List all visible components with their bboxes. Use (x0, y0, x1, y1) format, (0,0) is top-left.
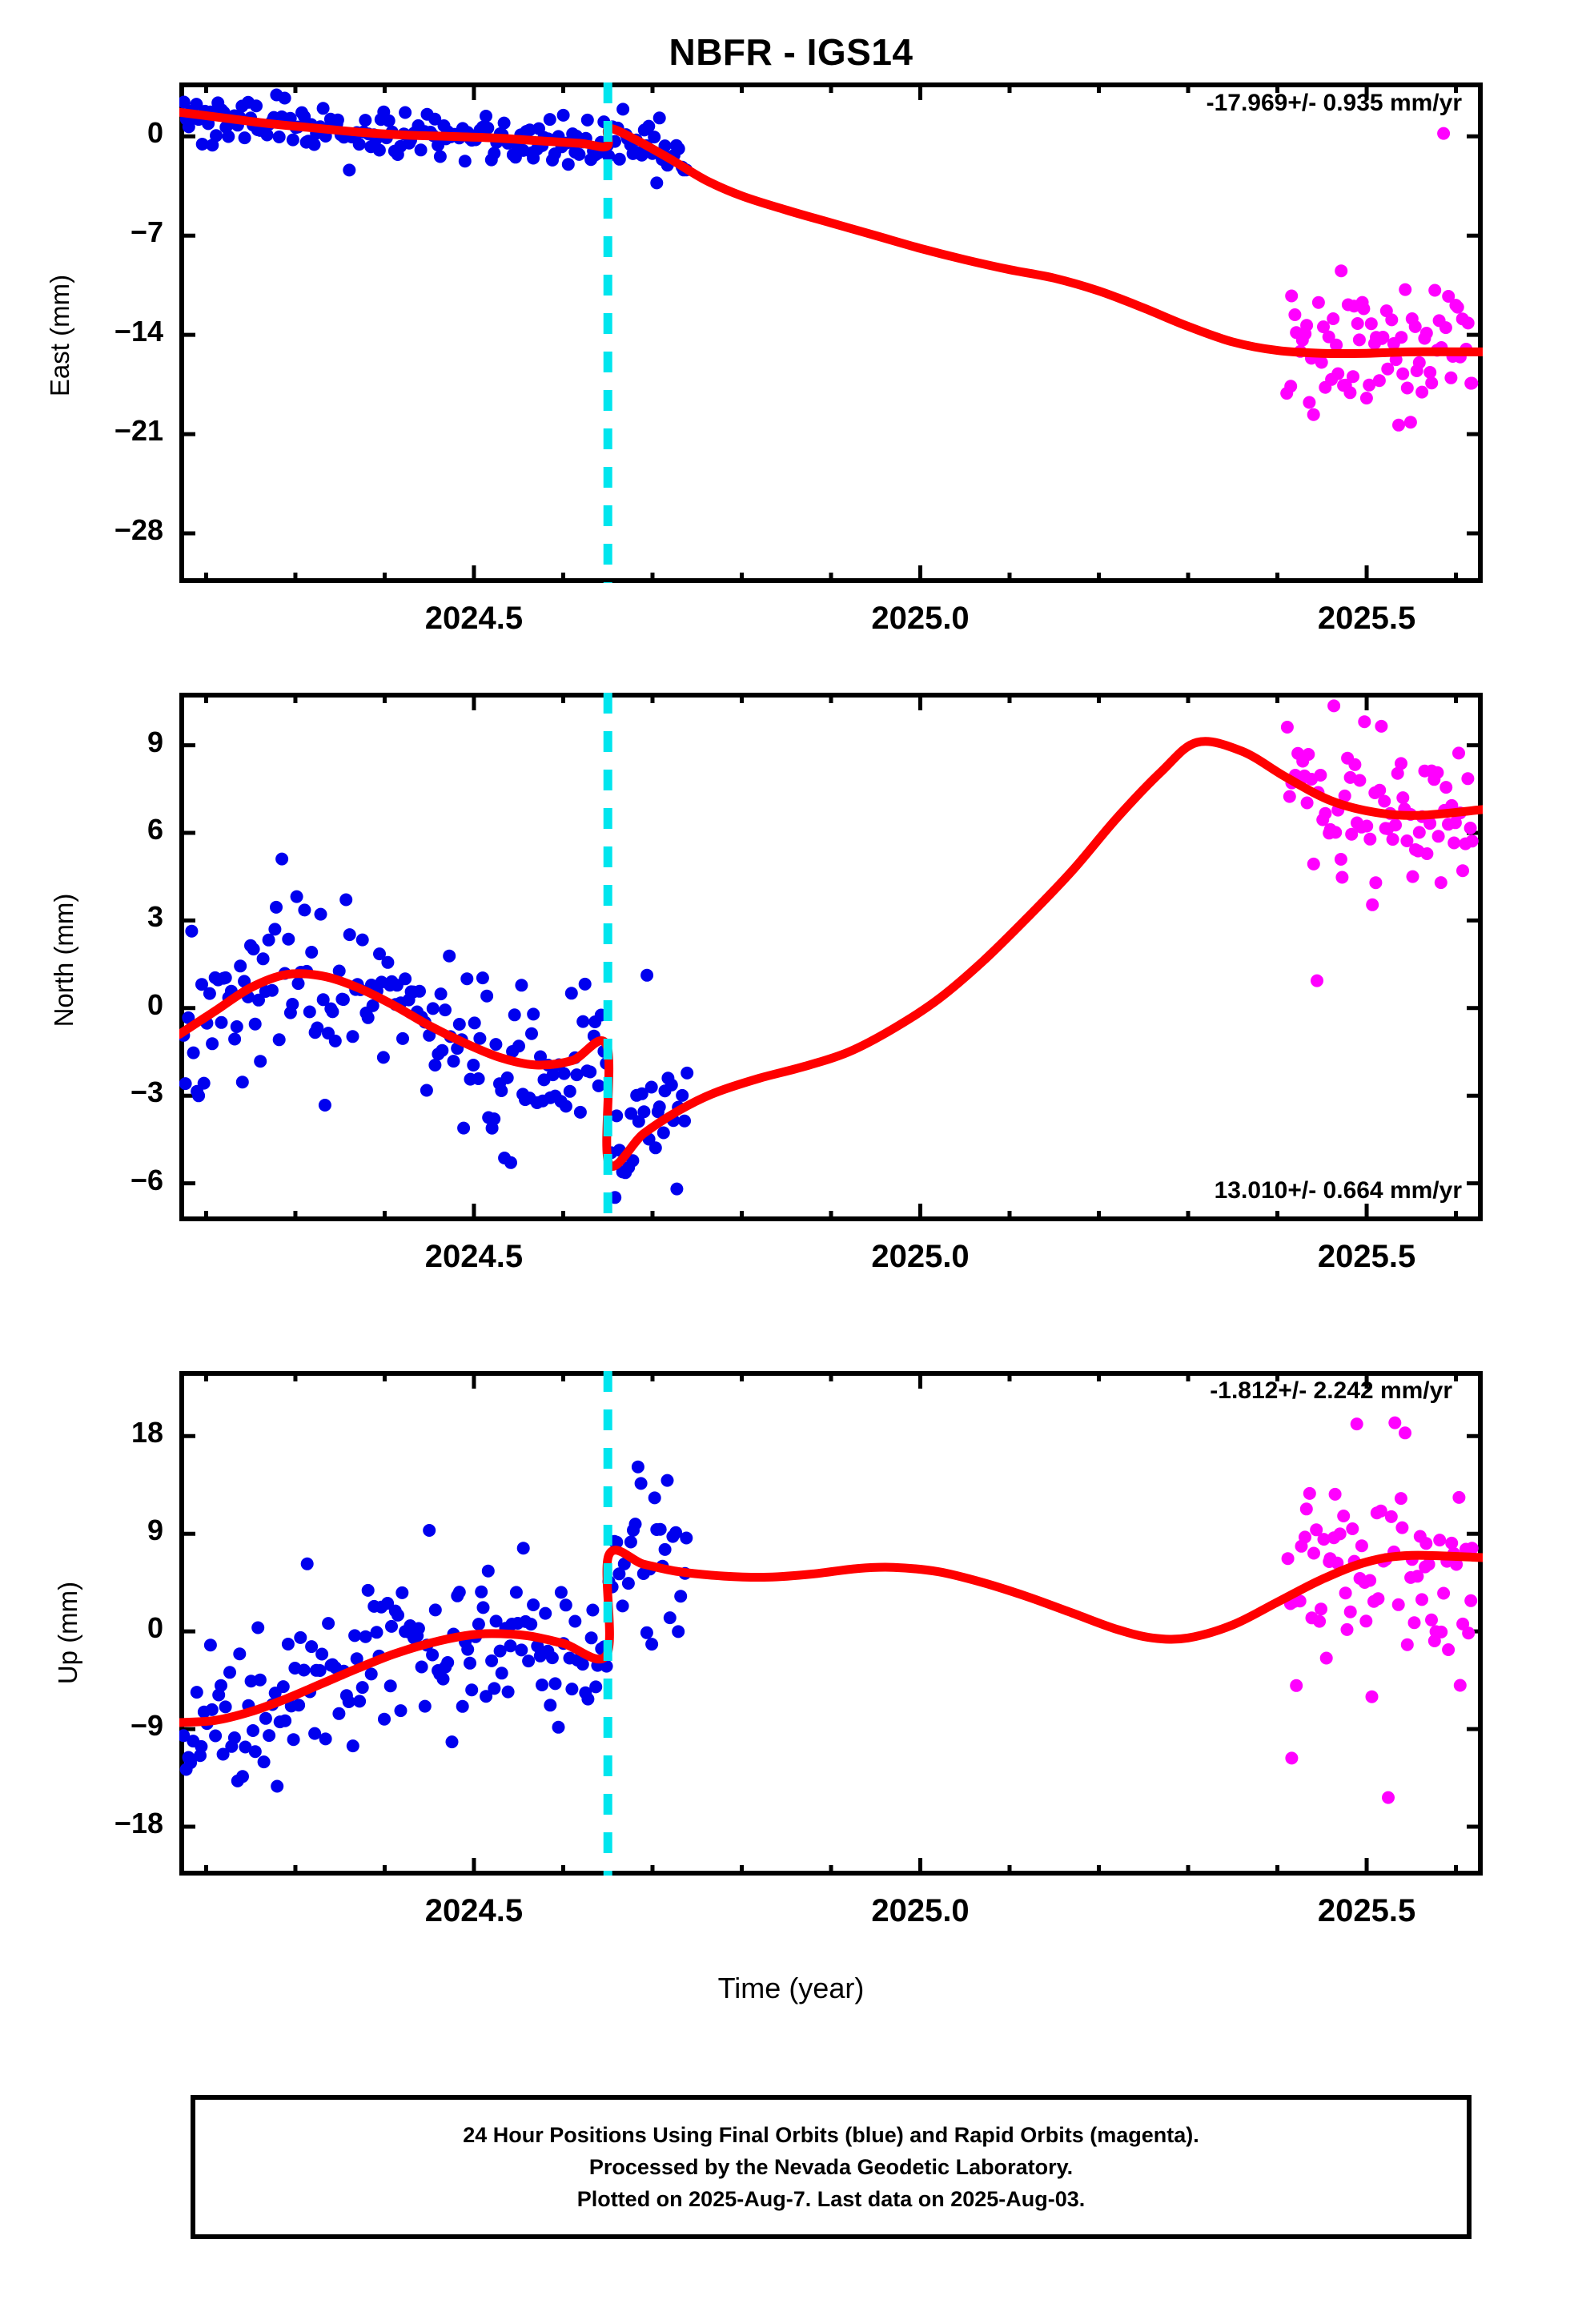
model-curve (179, 1546, 1483, 1727)
panel-up-ytick: 9 (147, 1514, 163, 1547)
panel-east-ytick: −14 (114, 315, 163, 348)
series-rapid-orbits (1281, 1416, 1479, 1804)
series-final-orbits (179, 1460, 693, 1793)
series-rapid-orbits (1280, 127, 1479, 432)
panel-north-xtick: 2025.0 (871, 1239, 970, 1274)
panel-north-ytick: 9 (147, 725, 163, 758)
x-axis-label: Time (year) (717, 1972, 865, 2004)
panel-east-ytick: −21 (114, 414, 163, 448)
panel-up-ytick: 0 (147, 1611, 163, 1645)
panel-north-ytick: 6 (147, 813, 163, 846)
panel-east-xtick: 2025.0 (871, 601, 970, 636)
panel-north-ytick: −6 (130, 1163, 163, 1196)
panel-up-xtick: 2025.0 (871, 1893, 970, 1928)
panel-up-rate: -1.812+/- 2.242 mm/yr (1210, 1377, 1452, 1404)
panel-north-rate: 13.010+/- 0.664 mm/yr (1214, 1177, 1462, 1204)
panel-up (179, 1371, 1483, 1876)
panel-up-ytick: −9 (130, 1709, 163, 1743)
panel-east-rate: -17.969+/- 0.935 mm/yr (1206, 90, 1462, 116)
caption-box: 24 Hour Positions Using Final Orbits (bl… (191, 2095, 1472, 2239)
model-curve (179, 737, 1483, 1171)
panel-east-plot (179, 82, 1483, 583)
panel-east-ytick: 0 (147, 116, 163, 150)
model-curve (179, 107, 1483, 359)
panel-east-xtick: 2024.5 (424, 601, 524, 636)
panel-east (179, 82, 1483, 583)
series-rapid-orbits (1280, 699, 1479, 987)
panel-north-ylabel: North (mm) (49, 893, 78, 1027)
panel-north-plot (179, 693, 1483, 1221)
panel-east-ytick: −28 (114, 513, 163, 547)
caption-line-3: Plotted on 2025-Aug-7. Last data on 2025… (576, 2187, 1086, 2211)
panel-north (179, 693, 1483, 1221)
panel-north-ytick: 3 (147, 900, 163, 934)
panel-east-frame (179, 82, 1483, 583)
panel-north-xtick: 2024.5 (424, 1239, 524, 1274)
caption-line-1: 24 Hour Positions Using Final Orbits (bl… (463, 2123, 1199, 2147)
panel-east-ytick: −7 (130, 215, 163, 249)
panel-up-xtick: 2025.5 (1317, 1893, 1416, 1928)
panel-up-ytick: −18 (114, 1807, 163, 1840)
caption-line-2: Processed by the Nevada Geodetic Laborat… (588, 2155, 1074, 2179)
panel-north-ytick: 0 (147, 987, 163, 1021)
panel-up-xtick: 2024.5 (424, 1893, 524, 1928)
page-title: NBFR - IGS14 (669, 31, 913, 73)
panel-up-plot (179, 1371, 1483, 1876)
panel-north-xtick: 2025.5 (1317, 1239, 1416, 1274)
panel-north-frame (179, 693, 1483, 1221)
panel-east-xtick: 2025.5 (1317, 601, 1416, 636)
panel-north-ytick: −3 (130, 1076, 163, 1109)
panel-up-ytick: 18 (130, 1416, 163, 1449)
